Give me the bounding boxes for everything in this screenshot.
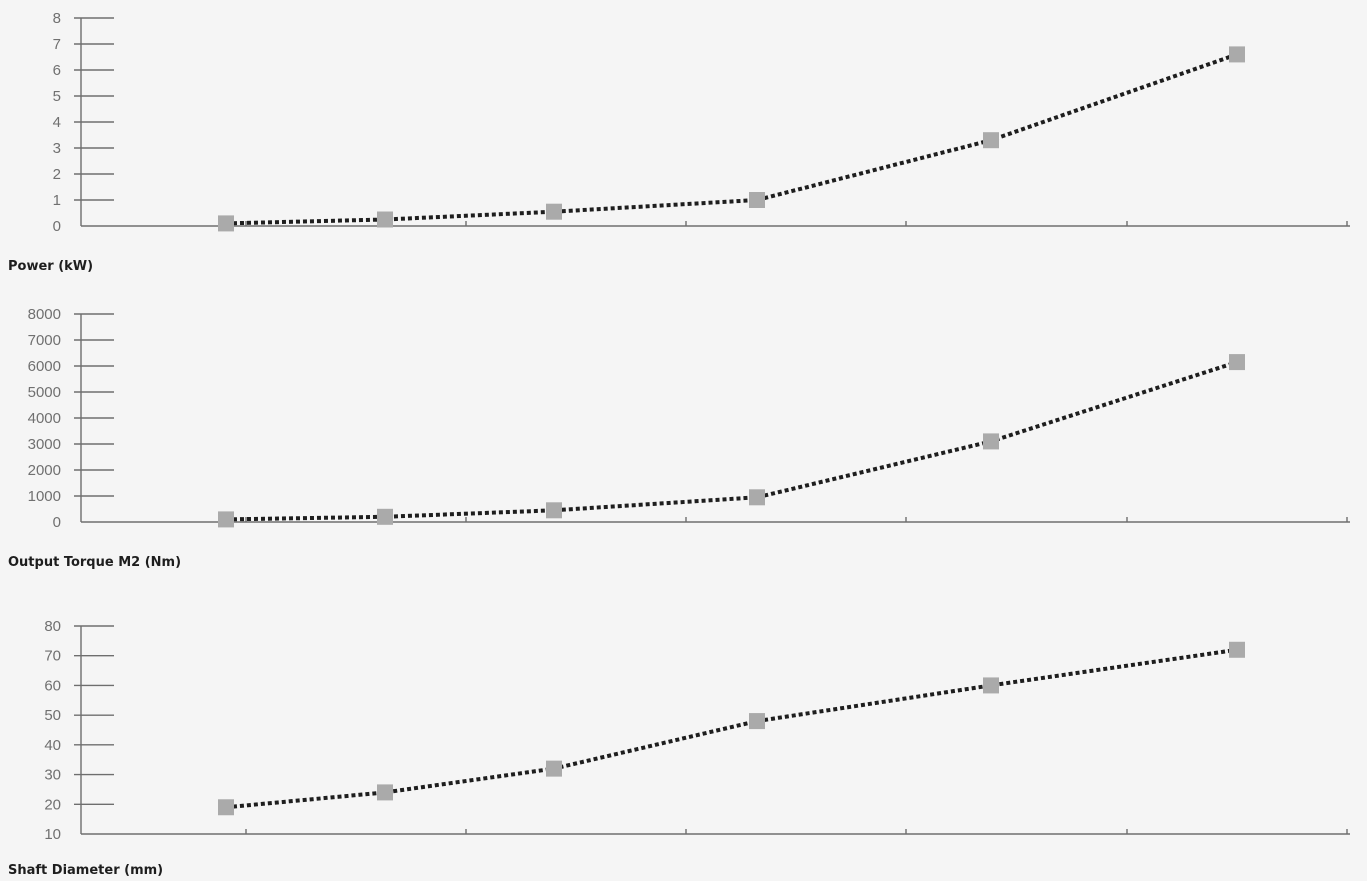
power-y-tick-label: 5 <box>53 88 61 105</box>
shaft-diameter-data-point <box>1229 641 1245 658</box>
output-torque-data-point <box>983 433 999 450</box>
output-torque-y-tick-label: 4000 <box>28 410 61 427</box>
power-y-tick-label: 7 <box>53 36 61 53</box>
power-data-point <box>983 132 999 149</box>
power-y-tick-label: 0 <box>53 218 61 235</box>
output-torque-series-line <box>225 360 1238 522</box>
power-y-tick-label: 6 <box>53 62 61 79</box>
power-series-line <box>225 52 1238 226</box>
shaft-diameter-y-tick-label: 10 <box>44 826 61 843</box>
output-torque-y-tick-label: 2000 <box>28 462 61 479</box>
output-torque-chart: Output Torque M2 (Nm) 0 1000 2000 3000 4000 5… <box>8 306 1350 570</box>
power-data-point <box>377 211 393 228</box>
shaft-diameter-data-point <box>218 799 234 816</box>
power-data-point <box>1229 46 1245 63</box>
power-data-point <box>546 203 562 220</box>
power-data-point <box>218 215 234 232</box>
power-y-tick-label: 3 <box>53 140 61 157</box>
power-y-tick-label: 1 <box>53 192 61 209</box>
power-y-tick-label: 2 <box>53 166 61 183</box>
shaft-diameter-y-tick-label: 30 <box>44 767 61 784</box>
power-y-tick-label: 4 <box>53 114 61 131</box>
shaft-diameter-series-line <box>225 647 1238 810</box>
output-torque-data-point <box>546 502 562 519</box>
output-torque-chart-title: Output Torque M2 (Nm) <box>8 555 181 570</box>
shaft-diameter-chart-title: Shaft Diameter (mm) <box>8 863 163 878</box>
output-torque-y-tick-label: 3000 <box>28 436 61 453</box>
shaft-diameter-data-point <box>377 784 393 801</box>
output-torque-y-tick-label: 5000 <box>28 384 61 401</box>
power-y-tick-label: 8 <box>53 10 61 27</box>
shaft-diameter-y-tick-label: 40 <box>44 737 61 754</box>
output-torque-data-point <box>377 508 393 525</box>
shaft-diameter-y-tick-label: 20 <box>44 796 61 813</box>
output-torque-data-point <box>749 489 765 506</box>
power-data-point <box>749 192 765 208</box>
output-torque-y-tick-label: 1000 <box>28 488 61 505</box>
shaft-diameter-y-tick-label: 50 <box>44 707 61 724</box>
output-torque-y-tick-label: 8000 <box>28 306 61 323</box>
output-torque-y-tick-label: 6000 <box>28 358 61 375</box>
output-torque-y-tick-label: 0 <box>53 514 61 531</box>
output-torque-y-tick-label: 7000 <box>28 332 61 349</box>
shaft-diameter-y-tick-label: 80 <box>44 618 61 635</box>
output-torque-data-point <box>1229 354 1245 371</box>
shaft-diameter-y-tick-label: 60 <box>44 677 61 694</box>
shaft-diameter-chart: Shaft Diameter (mm) 10 20 30 40 50 60 70 80 <box>8 618 1350 878</box>
power-chart: Power (kW) 0 1 2 3 4 5 6 7 8 <box>8 10 1350 274</box>
output-torque-data-point <box>218 511 234 528</box>
shaft-diameter-data-point <box>983 677 999 694</box>
power-chart-title: Power (kW) <box>8 259 93 274</box>
shaft-diameter-y-tick-label: 70 <box>44 648 61 665</box>
shaft-diameter-data-point <box>749 713 765 730</box>
shaft-diameter-data-point <box>546 760 562 777</box>
